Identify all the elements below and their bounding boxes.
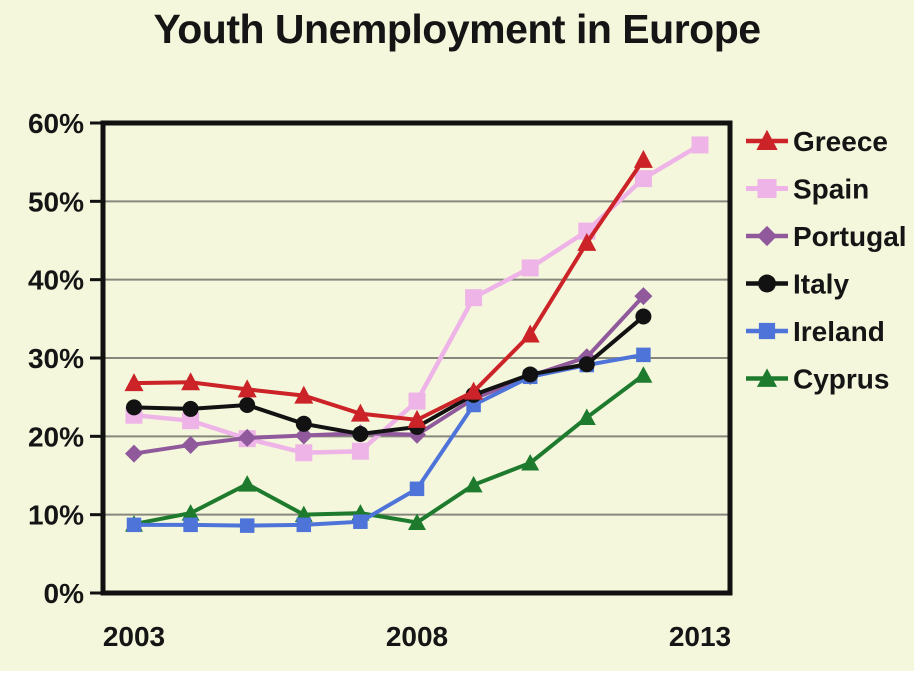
chart-title: Youth Unemployment in Europe xyxy=(153,6,761,52)
series-marker-triangle xyxy=(520,324,540,343)
series-marker-square xyxy=(757,178,777,199)
series-marker-triangle xyxy=(181,372,201,391)
series-marker-triangle xyxy=(756,129,778,150)
series-line-cyprus xyxy=(133,373,645,527)
series-marker-triangle xyxy=(521,453,540,471)
series-marker-square xyxy=(182,412,200,430)
series-marker-diamond xyxy=(294,426,313,445)
series-marker-diamond xyxy=(125,444,143,463)
series-marker-square xyxy=(758,322,776,340)
legend-label-cyprus: Cyprus xyxy=(793,364,889,395)
series-marker-square xyxy=(351,442,369,460)
y-tick-label: 40% xyxy=(28,265,84,296)
series-marker-circle xyxy=(352,425,369,442)
series-marker-triangle xyxy=(756,368,778,387)
series-marker-triangle xyxy=(634,366,653,383)
x-tick-label: 2008 xyxy=(386,621,448,652)
series-marker-circle xyxy=(758,274,776,293)
series-line-ireland xyxy=(134,352,644,528)
series-marker-circle xyxy=(182,400,199,417)
series-marker-triangle xyxy=(464,475,483,493)
legend-label-ireland: Ireland xyxy=(793,316,885,347)
series-line-greece xyxy=(133,158,646,422)
series-marker-triangle xyxy=(181,504,200,521)
legend-label-greece: Greece xyxy=(793,126,888,157)
series-marker-triangle xyxy=(577,408,596,426)
series-marker-square xyxy=(296,517,312,533)
series-marker-square xyxy=(409,481,425,497)
y-tick-label: 20% xyxy=(28,421,84,452)
series-marker-circle xyxy=(126,399,142,416)
series-line-portugal xyxy=(133,294,645,456)
series-marker-diamond xyxy=(756,225,778,247)
series-marker-triangle xyxy=(238,475,257,492)
series-marker-triangle xyxy=(577,232,597,251)
series-marker-diamond xyxy=(634,287,653,306)
y-tick-label: 50% xyxy=(28,186,84,217)
series-marker-circle xyxy=(239,397,256,413)
series-marker-circle xyxy=(635,308,652,325)
series-marker-circle xyxy=(578,356,595,373)
y-tick-label: 10% xyxy=(28,500,84,531)
series-marker-triangle xyxy=(407,409,427,428)
series-marker-square xyxy=(691,136,709,154)
series-marker-triangle xyxy=(408,513,426,530)
series-marker-square xyxy=(126,517,142,533)
series-marker-triangle xyxy=(350,403,370,422)
series-marker-square xyxy=(408,392,426,410)
series-marker-square xyxy=(239,518,255,533)
x-tick-label: 2003 xyxy=(103,621,165,652)
series-marker-square xyxy=(295,444,313,462)
series-marker-triangle xyxy=(633,149,653,168)
series-marker-triangle xyxy=(237,379,257,398)
y-tick-label: 0% xyxy=(44,578,85,609)
y-tick-label: 30% xyxy=(28,343,84,374)
series-marker-square xyxy=(353,514,368,529)
series-marker-triangle xyxy=(124,373,144,392)
series-marker-triangle xyxy=(294,385,314,404)
legend-label-portugal: Portugal xyxy=(793,221,907,252)
plot-border xyxy=(100,120,733,596)
y-tick-label: 60% xyxy=(28,108,84,139)
legend-label-italy: Italy xyxy=(793,269,849,300)
series-marker-triangle xyxy=(464,381,484,400)
series-marker-square xyxy=(636,347,651,363)
series-marker-circle xyxy=(295,415,312,432)
series-marker-square xyxy=(183,517,198,533)
series-marker-square xyxy=(634,170,652,188)
series-marker-square xyxy=(465,289,483,307)
series-marker-square xyxy=(521,259,539,277)
series-line-italy xyxy=(133,314,645,437)
legend-label-spain: Spain xyxy=(793,174,869,205)
x-tick-label: 2013 xyxy=(669,621,731,652)
series-marker-circle xyxy=(522,366,539,383)
series-marker-diamond xyxy=(181,435,200,454)
series-marker-diamond xyxy=(238,428,257,447)
